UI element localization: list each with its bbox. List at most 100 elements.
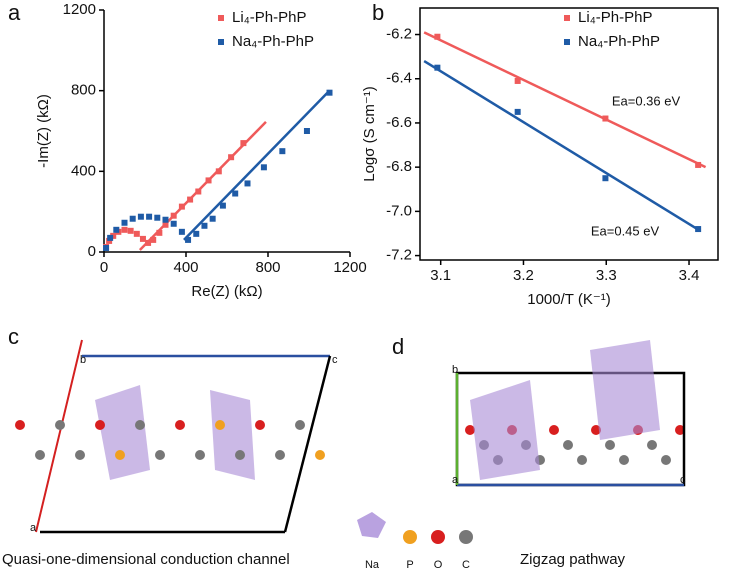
data-point [434, 64, 441, 71]
x-tick-label: 400 [173, 259, 198, 276]
crystal-c [35, 339, 332, 534]
atom [295, 420, 305, 430]
legend-swatch [357, 512, 386, 538]
y-tick-label: 800 [71, 82, 96, 99]
data-point [228, 154, 235, 161]
data-point [215, 168, 222, 175]
data-point [146, 213, 153, 220]
x-tick-label: 3.4 [679, 267, 700, 284]
atom [215, 420, 225, 430]
data-point [170, 212, 177, 219]
x-tick-label: 800 [255, 259, 280, 276]
annotation: Ea=0.45 eV [591, 223, 660, 238]
data-point [514, 108, 521, 115]
data-point [154, 214, 161, 221]
caption: Quasi-one-dimensional conduction channel [2, 551, 290, 568]
x-tick-label: 1200 [333, 259, 366, 276]
atom [465, 425, 475, 435]
data-point [162, 216, 169, 223]
legend-swatch [564, 39, 570, 45]
atom [35, 450, 45, 460]
x-tick-label: 3.2 [513, 267, 534, 284]
data-point [219, 202, 226, 209]
plot-frame [419, 7, 719, 261]
y-tick-label: 1200 [63, 1, 96, 18]
data-point [137, 213, 144, 220]
atom [549, 425, 559, 435]
atom [95, 420, 105, 430]
panel-label: b [372, 0, 384, 25]
y-tick-label: -6.6 [386, 114, 412, 131]
y-tick-label: -7.0 [386, 202, 412, 219]
data-point [205, 177, 212, 184]
legend-label: O [434, 559, 443, 571]
atom [75, 450, 85, 460]
data-point [113, 226, 120, 233]
annotation: Ea=0.36 eV [612, 93, 681, 108]
legend-swatch [431, 530, 445, 544]
atom [591, 425, 601, 435]
legend-label: Li₄-Ph-PhP [232, 9, 307, 26]
legend-label: Li₄-Ph-PhP [578, 9, 653, 26]
data-point [195, 188, 202, 195]
atom [15, 420, 25, 430]
data-point [121, 226, 128, 233]
x-axis-label: Re(Z) (kΩ) [191, 283, 262, 300]
data-point [602, 115, 609, 122]
y-axis-label: -Im(Z) (kΩ) [35, 94, 52, 168]
y-tick-label: 400 [71, 162, 96, 179]
legend-swatch [403, 530, 417, 544]
atom [563, 440, 573, 450]
atom [255, 420, 265, 430]
caption: Zigzag pathway [520, 551, 626, 568]
legend-label: P [406, 559, 413, 571]
data-point [209, 215, 216, 222]
atom [135, 420, 145, 430]
data-point [185, 236, 192, 243]
y-axis-label: Logσ (S cm⁻¹) [361, 86, 378, 182]
y-tick-label: -7.2 [386, 247, 412, 264]
data-point [107, 234, 114, 241]
crystal-d [455, 340, 686, 487]
atom [235, 450, 245, 460]
data-point [178, 203, 185, 210]
atom [577, 455, 587, 465]
data-point [156, 229, 163, 236]
data-point [103, 244, 110, 251]
y-tick-label: -6.4 [386, 70, 412, 87]
legend-swatch [218, 39, 224, 45]
data-point [170, 220, 177, 227]
atom [175, 420, 185, 430]
x-tick-label: 0 [100, 259, 108, 276]
panel-label: c [8, 324, 19, 349]
data-point [129, 215, 136, 222]
x-axis-label: 1000/T (K⁻¹) [527, 291, 611, 308]
data-point [145, 239, 152, 246]
legend-swatch [218, 15, 224, 21]
y-tick-label: -6.2 [386, 25, 412, 42]
data-point [139, 235, 146, 242]
data-point [514, 77, 521, 84]
cell-axis: c [332, 354, 338, 366]
x-tick-label: 3.1 [430, 267, 451, 284]
cell-axis: c [680, 474, 686, 486]
legend-label: Na₄-Ph-PhP [578, 33, 660, 50]
data-point [602, 175, 609, 182]
legend-swatch [459, 530, 473, 544]
data-point [110, 232, 117, 239]
legend-label: Na₄-Ph-PhP [232, 33, 314, 50]
x-tick-label: 3.3 [596, 267, 617, 284]
data-point [187, 196, 194, 203]
data-point [303, 128, 310, 134]
data-point [695, 161, 702, 168]
legend-swatch [564, 15, 570, 21]
atom [661, 455, 671, 465]
data-point [121, 219, 128, 226]
legend-label: Na [365, 559, 380, 571]
data-point [279, 148, 286, 155]
data-point [127, 227, 134, 234]
data-point [695, 226, 702, 233]
data-point [106, 237, 113, 244]
cell-axis: b [80, 354, 86, 366]
